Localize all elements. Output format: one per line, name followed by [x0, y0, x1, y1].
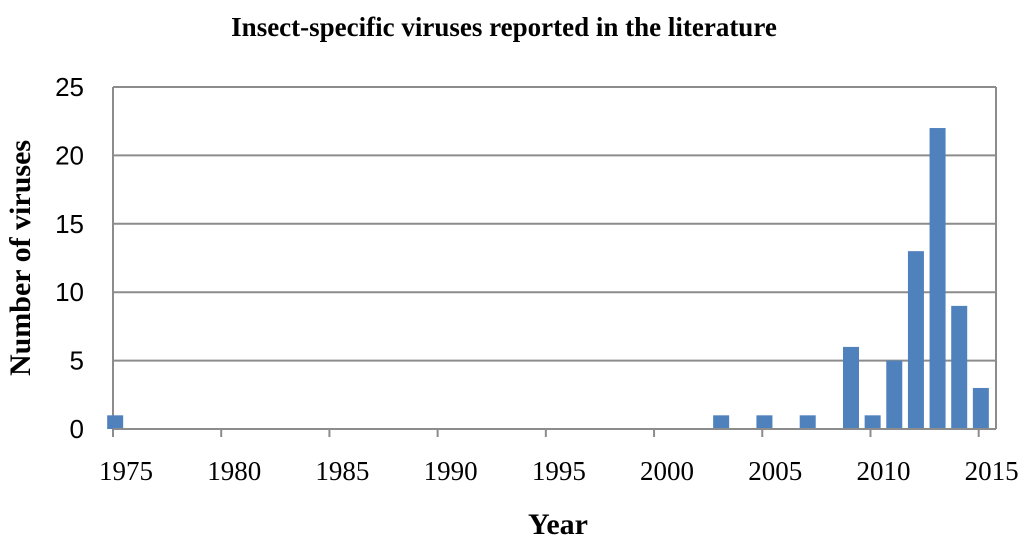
x-tick-label: 1995 [532, 456, 586, 486]
x-tick-label: 1975 [99, 456, 153, 486]
bar-2010 [864, 415, 881, 429]
y-tick-label: 0 [70, 414, 84, 444]
bar-2011 [886, 360, 903, 429]
bar-2013 [929, 128, 946, 430]
x-axis-ticks: 1975 1980 1985 1990 1995 2000 2005 2010 2015 [99, 456, 1019, 486]
x-tick-label: 1990 [424, 456, 478, 486]
x-axis-label: Year [528, 508, 588, 541]
bar-2005 [756, 415, 773, 429]
x-axis [112, 428, 996, 437]
gridlines [112, 86, 997, 429]
y-tick-label: 20 [55, 140, 84, 170]
bar-2014 [951, 305, 968, 429]
x-tick-label: 2010 [856, 456, 910, 486]
x-tick-label: 2005 [748, 456, 802, 486]
y-tick-label: 15 [55, 209, 84, 239]
bar-2009 [842, 346, 859, 429]
y-tick-label: 25 [55, 72, 84, 102]
chart-title: Insect-specific viruses reported in the … [231, 12, 777, 42]
bar-2015 [972, 387, 989, 429]
x-tick-label: 1980 [207, 456, 261, 486]
bar-2003 [713, 415, 730, 429]
bar-1975 [107, 415, 124, 429]
y-axis-label: Number of viruses [4, 140, 37, 376]
y-tick-label: 5 [70, 346, 84, 376]
x-tick-label: 1985 [315, 456, 369, 486]
y-axis-ticks: 0 5 10 15 20 25 [55, 72, 84, 444]
bars [107, 128, 989, 430]
x-tick-label: 2000 [640, 456, 694, 486]
y-tick-label: 10 [55, 277, 84, 307]
x-tick-label: 2015 [965, 456, 1019, 486]
bar-2007 [799, 415, 816, 429]
bar-2012 [907, 251, 924, 429]
